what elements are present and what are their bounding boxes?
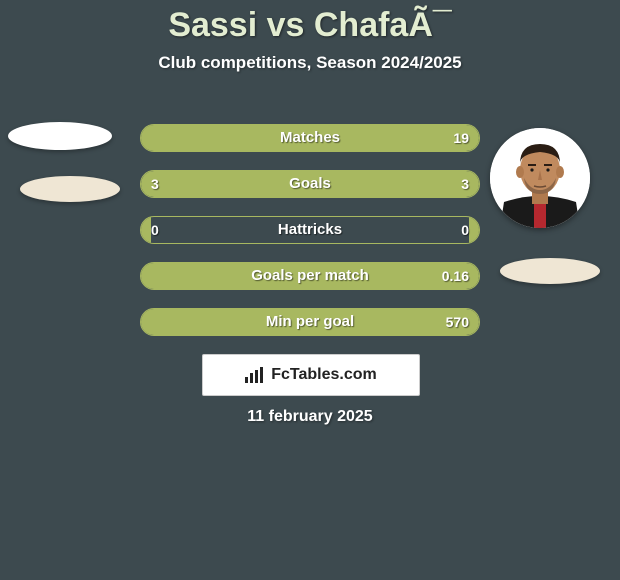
player-left-shape-2 — [20, 176, 120, 202]
stat-row-hattricks: 0 Hattricks 0 — [140, 216, 480, 244]
stat-label: Hattricks — [141, 217, 479, 243]
stat-row-min-per-goal: Min per goal 570 — [140, 308, 480, 336]
stat-row-goals-per-match: Goals per match 0.16 — [140, 262, 480, 290]
stat-value-right: 570 — [446, 309, 469, 335]
stat-row-goals: 3 Goals 3 — [140, 170, 480, 198]
stat-label: Min per goal — [141, 309, 479, 335]
brand-text: FcTables.com — [271, 366, 377, 384]
brand-badge[interactable]: FcTables.com — [202, 354, 420, 396]
stat-label: Matches — [141, 125, 479, 151]
chart-icon — [245, 367, 265, 383]
page-title: Sassi vs ChafaÃ¯ — [0, 0, 620, 45]
date-text: 11 february 2025 — [0, 408, 620, 426]
stat-value-right: 0 — [461, 217, 469, 243]
stat-value-right: 0.16 — [442, 263, 469, 289]
page-subtitle: Club competitions, Season 2024/2025 — [0, 53, 620, 73]
player-right-shape — [500, 258, 600, 284]
stat-value-right: 3 — [461, 171, 469, 197]
player-left-shape-1 — [8, 122, 112, 150]
stat-label: Goals per match — [141, 263, 479, 289]
stat-label: Goals — [141, 171, 479, 197]
stat-rows: Matches 19 3 Goals 3 0 Hattricks 0 Goals… — [140, 124, 480, 354]
comparison-card: Sassi vs ChafaÃ¯ Club competitions, Seas… — [0, 0, 620, 580]
stat-value-right: 19 — [453, 125, 469, 151]
stat-row-matches: Matches 19 — [140, 124, 480, 152]
player-right-avatar — [490, 128, 590, 228]
